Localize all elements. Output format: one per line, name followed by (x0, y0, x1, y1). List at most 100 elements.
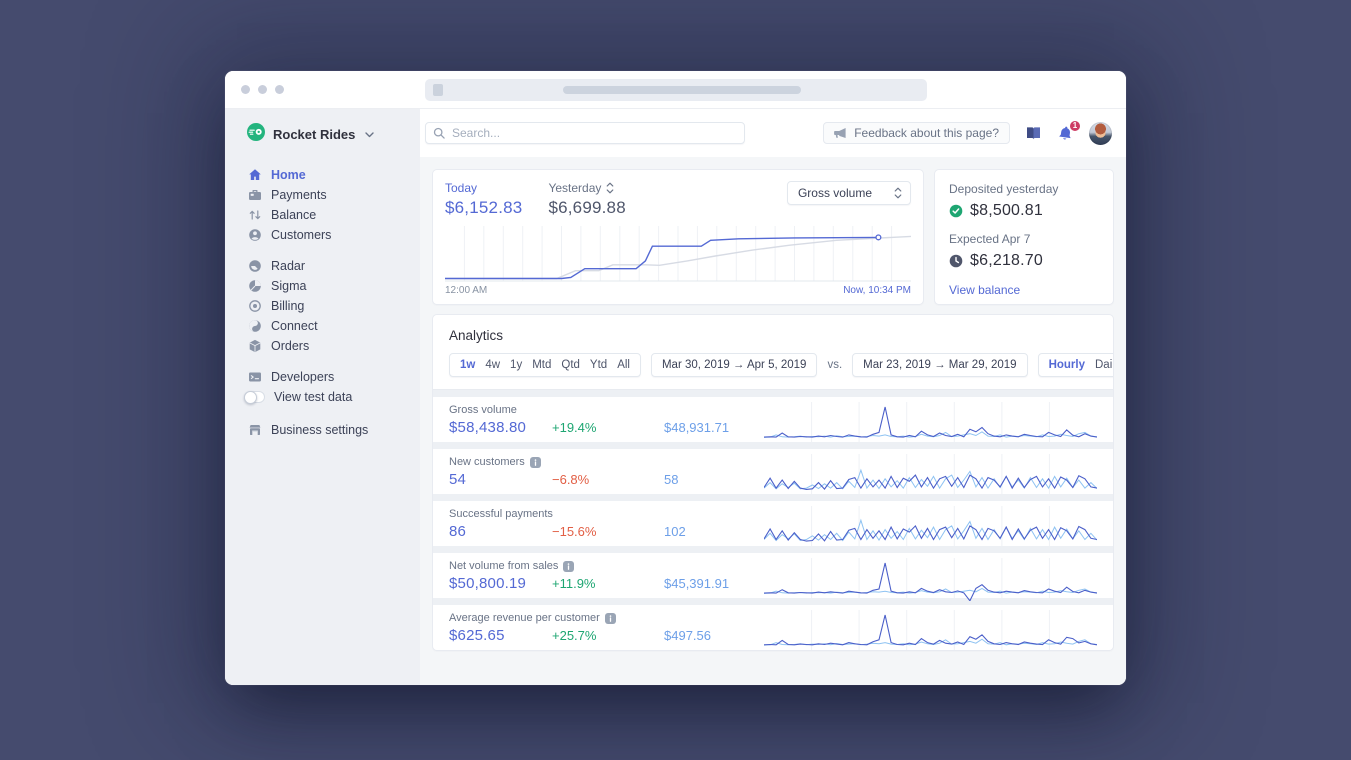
period-option-4w[interactable]: 4w (485, 359, 501, 371)
today-value: $6,152.83 (445, 198, 523, 217)
address-bar[interactable] (425, 79, 927, 101)
compare-date-range[interactable]: Mar 23, 2019 → Mar 29, 2019 (852, 353, 1028, 377)
window-button[interactable] (275, 85, 284, 94)
balance-icon (247, 208, 262, 222)
info-icon[interactable] (563, 560, 575, 572)
sidebar-item-label: Sigma (271, 279, 307, 293)
book-icon (1025, 126, 1042, 141)
granularity-option-daily[interactable]: Daily (1095, 359, 1113, 371)
metric-value: $58,438.80 (449, 419, 527, 436)
metric-compare-value: $497.56 (664, 628, 711, 643)
test-data-toggle[interactable] (244, 390, 265, 404)
favicon-placeholder (433, 84, 443, 96)
yesterday-value: $6,699.88 (548, 198, 626, 217)
sparkline-net-volume-from-sales (764, 558, 1097, 601)
granularity-option-hourly[interactable]: Hourly (1048, 359, 1085, 371)
docs-button[interactable] (1025, 126, 1042, 141)
deposits-card: Deposited yesterday $8,500.81 Expected A… (935, 170, 1113, 304)
period-option-qtd[interactable]: Qtd (561, 359, 580, 371)
search-icon (433, 127, 446, 140)
sidebar-item-billing[interactable]: Billing (247, 296, 420, 316)
sidebar-item-sigma[interactable]: Sigma (247, 276, 420, 296)
period-option-mtd[interactable]: Mtd (532, 359, 552, 371)
sidebar-item-balance[interactable]: Balance (247, 205, 420, 225)
search-input[interactable] (425, 122, 745, 144)
period-option-1y[interactable]: 1y (510, 359, 523, 371)
view-balance-link[interactable]: View balance (949, 283, 1021, 297)
metric-value: $50,800.19 (449, 575, 527, 592)
feedback-label: Feedback about this page? (854, 126, 999, 140)
sidebar-item-view-test-data[interactable]: View test data (244, 387, 420, 407)
notification-badge: 1 (1069, 119, 1081, 132)
sidebar-item-orders[interactable]: Orders (247, 336, 420, 356)
metric-label: Successful payments (449, 508, 553, 520)
window-button[interactable] (241, 85, 250, 94)
notifications-button[interactable]: 1 (1057, 119, 1081, 142)
billing-icon (247, 299, 262, 313)
metric-label: Net volume from sales (449, 560, 559, 572)
metric-compare-value: 58 (664, 472, 679, 487)
feedback-button[interactable]: Feedback about this page? (823, 122, 1010, 144)
metric-delta: −6.8% (552, 472, 590, 487)
info-icon[interactable] (604, 612, 616, 624)
metric-value: 86 (449, 523, 467, 540)
deposited-label: Deposited yesterday (949, 182, 1059, 196)
metric-compare-value: $48,931.71 (664, 420, 730, 435)
period-option-ytd[interactable]: Ytd (589, 359, 608, 371)
sidebar-item-business-settings[interactable]: Business settings (247, 420, 420, 440)
metric-delta: +19.4% (552, 420, 597, 435)
sidebar-item-customers[interactable]: Customers (247, 225, 420, 245)
settings-icon (247, 423, 262, 437)
home-icon (247, 168, 262, 182)
today-label: Today (445, 181, 478, 195)
gross-volume-select[interactable]: Gross volume (786, 181, 911, 205)
metric-row-new-customers: New customers 54 −6.8% 58 (433, 449, 1113, 494)
bell-icon (1057, 125, 1074, 142)
sidebar-item-payments[interactable]: Payments (247, 185, 420, 205)
sidebar-item-connect[interactable]: Connect (247, 316, 420, 336)
metric-compare-value: 102 (664, 524, 686, 539)
x-axis-now-label: Now, 10:34 PM (843, 285, 911, 296)
info-icon[interactable] (529, 456, 541, 468)
sidebar-section: Home Payments Balance Customers (247, 165, 420, 245)
metric-compare-value: $45,391.91 (664, 576, 730, 591)
sidebar-item-label: Payments (271, 188, 327, 202)
sidebar-nav: Home Payments Balance Customers Radar Sigma Bi… (244, 165, 420, 440)
metric-delta: +11.9% (552, 576, 596, 591)
sidebar-item-label: Billing (271, 299, 305, 313)
metric-label: New customers (449, 456, 525, 468)
overview-chart-card: Today $6,152.83 Yesterday $6,699.88 (433, 170, 923, 304)
sidebar-item-label: Developers (271, 370, 335, 384)
granularity-segmented-control: Hourly Daily (1037, 353, 1113, 377)
metric-row-average-revenue-per-customer: Average revenue per customer $625.65 +25.7… (433, 605, 1113, 650)
period-segmented-control: 1w 4w 1y Mtd Qtd Ytd All (449, 353, 641, 377)
primary-date-range[interactable]: Mar 30, 2019 → Apr 5, 2019 (650, 353, 818, 377)
browser-window: Rocket Rides Home Payments Balance Customer… (225, 71, 1126, 685)
account-switcher[interactable]: Rocket Rides (247, 123, 420, 146)
avatar[interactable] (1089, 121, 1112, 145)
analytics-metric-rows: Gross volume $58,438.80 +19.4% $48,931.71 Ne… (433, 389, 1113, 650)
radar-icon (247, 259, 262, 273)
period-option-1w[interactable]: 1w (460, 359, 476, 371)
analytics-card: Analytics 1w 4w 1y Mtd Qtd Ytd All Mar 30, 201… (433, 315, 1113, 650)
expected-value: $6,218.70 (970, 252, 1043, 269)
clock-icon (949, 254, 963, 268)
window-controls[interactable] (241, 85, 284, 94)
vs-label: vs. (827, 359, 843, 371)
comparison-select-icon[interactable] (606, 182, 614, 194)
sidebar-item-radar[interactable]: Radar (247, 256, 420, 276)
sidebar-item-home[interactable]: Home (247, 165, 420, 185)
sigma-icon (247, 279, 262, 293)
metric-label: Average revenue per customer (449, 612, 600, 624)
search-field[interactable] (452, 126, 737, 140)
window-button[interactable] (258, 85, 267, 94)
metric-row-successful-payments: Successful payments 86 −15.6% 102 (433, 501, 1113, 546)
rocket-rides-logo-icon (247, 123, 265, 146)
period-option-all[interactable]: All (617, 359, 630, 371)
sidebar-item-developers[interactable]: Developers (247, 367, 420, 387)
today-metric: Today $6,152.83 (445, 181, 522, 218)
brand-name: Rocket Rides (273, 127, 356, 142)
sidebar-item-label: View test data (274, 390, 353, 404)
yesterday-label: Yesterday (548, 181, 602, 195)
sidebar-item-label: Orders (271, 339, 310, 353)
